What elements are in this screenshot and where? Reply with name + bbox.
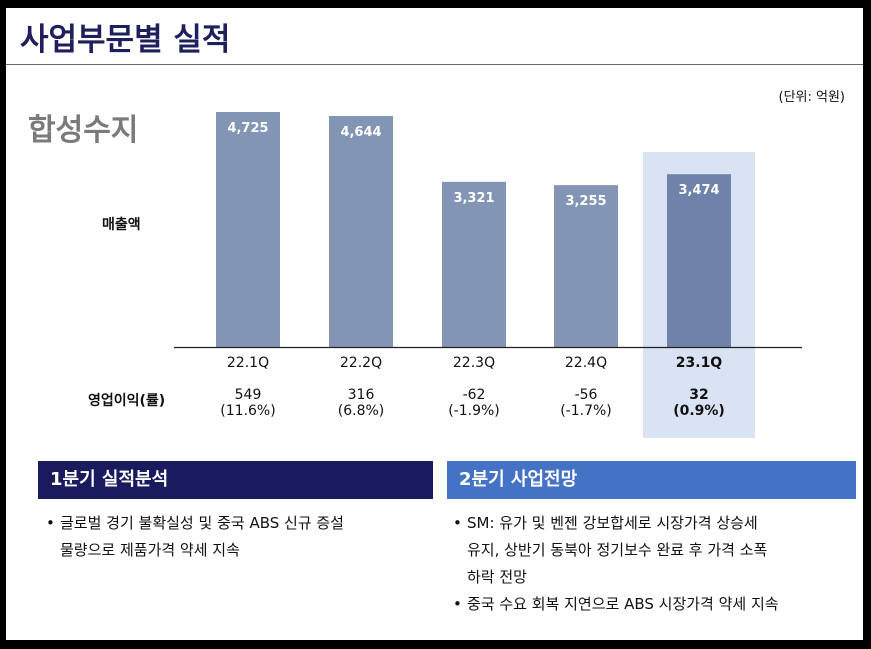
op-margin: (11.6%) [220, 403, 276, 419]
bar-value-label: 3,321 [453, 191, 494, 206]
bullet-line: 하락 전망 [467, 568, 527, 586]
bullet-item: SM: 유가 및 벤젠 강보합세로 시장가격 상승세 유지, 상반기 동북아 정… [453, 510, 858, 591]
bullet-line: SM: 유가 및 벤젠 강보합세로 시장가격 상승세 [467, 514, 758, 532]
op-margin: (0.9%) [673, 403, 725, 419]
op-value: 316 [347, 387, 375, 403]
bullet-line: 물량으로 제품가격 약세 지속 [60, 541, 240, 559]
op-value: -56 [574, 387, 598, 403]
q2-outlook-bullets: SM: 유가 및 벤젠 강보합세로 시장가격 상승세 유지, 상반기 동북아 정… [453, 510, 858, 618]
revenue-row-label: 매출액 [102, 217, 141, 233]
bar-value-label: 4,644 [340, 125, 381, 140]
op-value: -62 [462, 387, 486, 403]
op-margin: (-1.9%) [448, 403, 500, 419]
revenue-bar [667, 174, 731, 347]
bar-value-label: 3,474 [678, 183, 719, 198]
bullet-item: 중국 수요 회복 지연으로 ABS 시장가격 약세 지속 [453, 591, 858, 618]
q1-review-header: 1분기 실적분석 [38, 461, 433, 499]
slide: 사업부문별 실적 (단위: 억원) 합성수지 매출액 영업이익(률) 4,725… [6, 8, 863, 640]
revenue-bar [554, 185, 618, 347]
operating-profit-row-label: 영업이익(률) [88, 393, 166, 409]
revenue-bar [216, 112, 280, 347]
operating-profit-cell: 316 (6.8%) [311, 387, 411, 419]
op-value: 32 [689, 387, 709, 403]
page-title: 사업부문별 실적 [20, 22, 231, 58]
q2-outlook-header: 2분기 사업전망 [447, 461, 856, 499]
bullet-line: 글로벌 경기 불확실성 및 중국 ABS 신규 증설 [60, 514, 344, 532]
bar-value-label: 3,255 [565, 194, 606, 209]
q1-review-bullets: 글로벌 경기 불확실성 및 중국 ABS 신규 증설 물량으로 제품가격 약세 … [46, 510, 436, 564]
revenue-bar [329, 116, 393, 348]
quarter-label-highlight: 23.1Q [675, 355, 723, 371]
quarter-label: 22.4Q [564, 355, 608, 371]
unit-label: (단위: 억원) [778, 90, 846, 105]
operating-profit-cell: -62 (-1.9%) [424, 387, 524, 419]
bullet-line: 유지, 상반기 동북아 정기보수 완료 후 가격 소폭 [467, 541, 768, 559]
title-divider [6, 64, 863, 65]
op-margin: (-1.7%) [560, 403, 612, 419]
revenue-bar [442, 181, 506, 347]
quarter-label: 22.1Q [226, 355, 270, 371]
bullet-item: 글로벌 경기 불확실성 및 중국 ABS 신규 증설 물량으로 제품가격 약세 … [46, 510, 436, 564]
bullet-line: 중국 수요 회복 지연으로 ABS 시장가격 약세 지속 [467, 595, 779, 613]
revenue-bar-chart: 4,725 4,644 3,321 3,255 3,474 [174, 112, 802, 438]
quarter-label: 22.2Q [339, 355, 383, 371]
segment-title: 합성수지 [28, 113, 139, 148]
operating-profit-cell-highlight: 32 (0.9%) [649, 387, 749, 419]
operating-profit-cell: -56 (-1.7%) [536, 387, 636, 419]
operating-profit-cell: 549 (11.6%) [198, 387, 298, 419]
bar-value-label: 4,725 [227, 121, 268, 136]
quarter-label: 22.3Q [452, 355, 496, 371]
op-margin: (6.8%) [337, 403, 385, 419]
op-value: 549 [234, 387, 262, 403]
